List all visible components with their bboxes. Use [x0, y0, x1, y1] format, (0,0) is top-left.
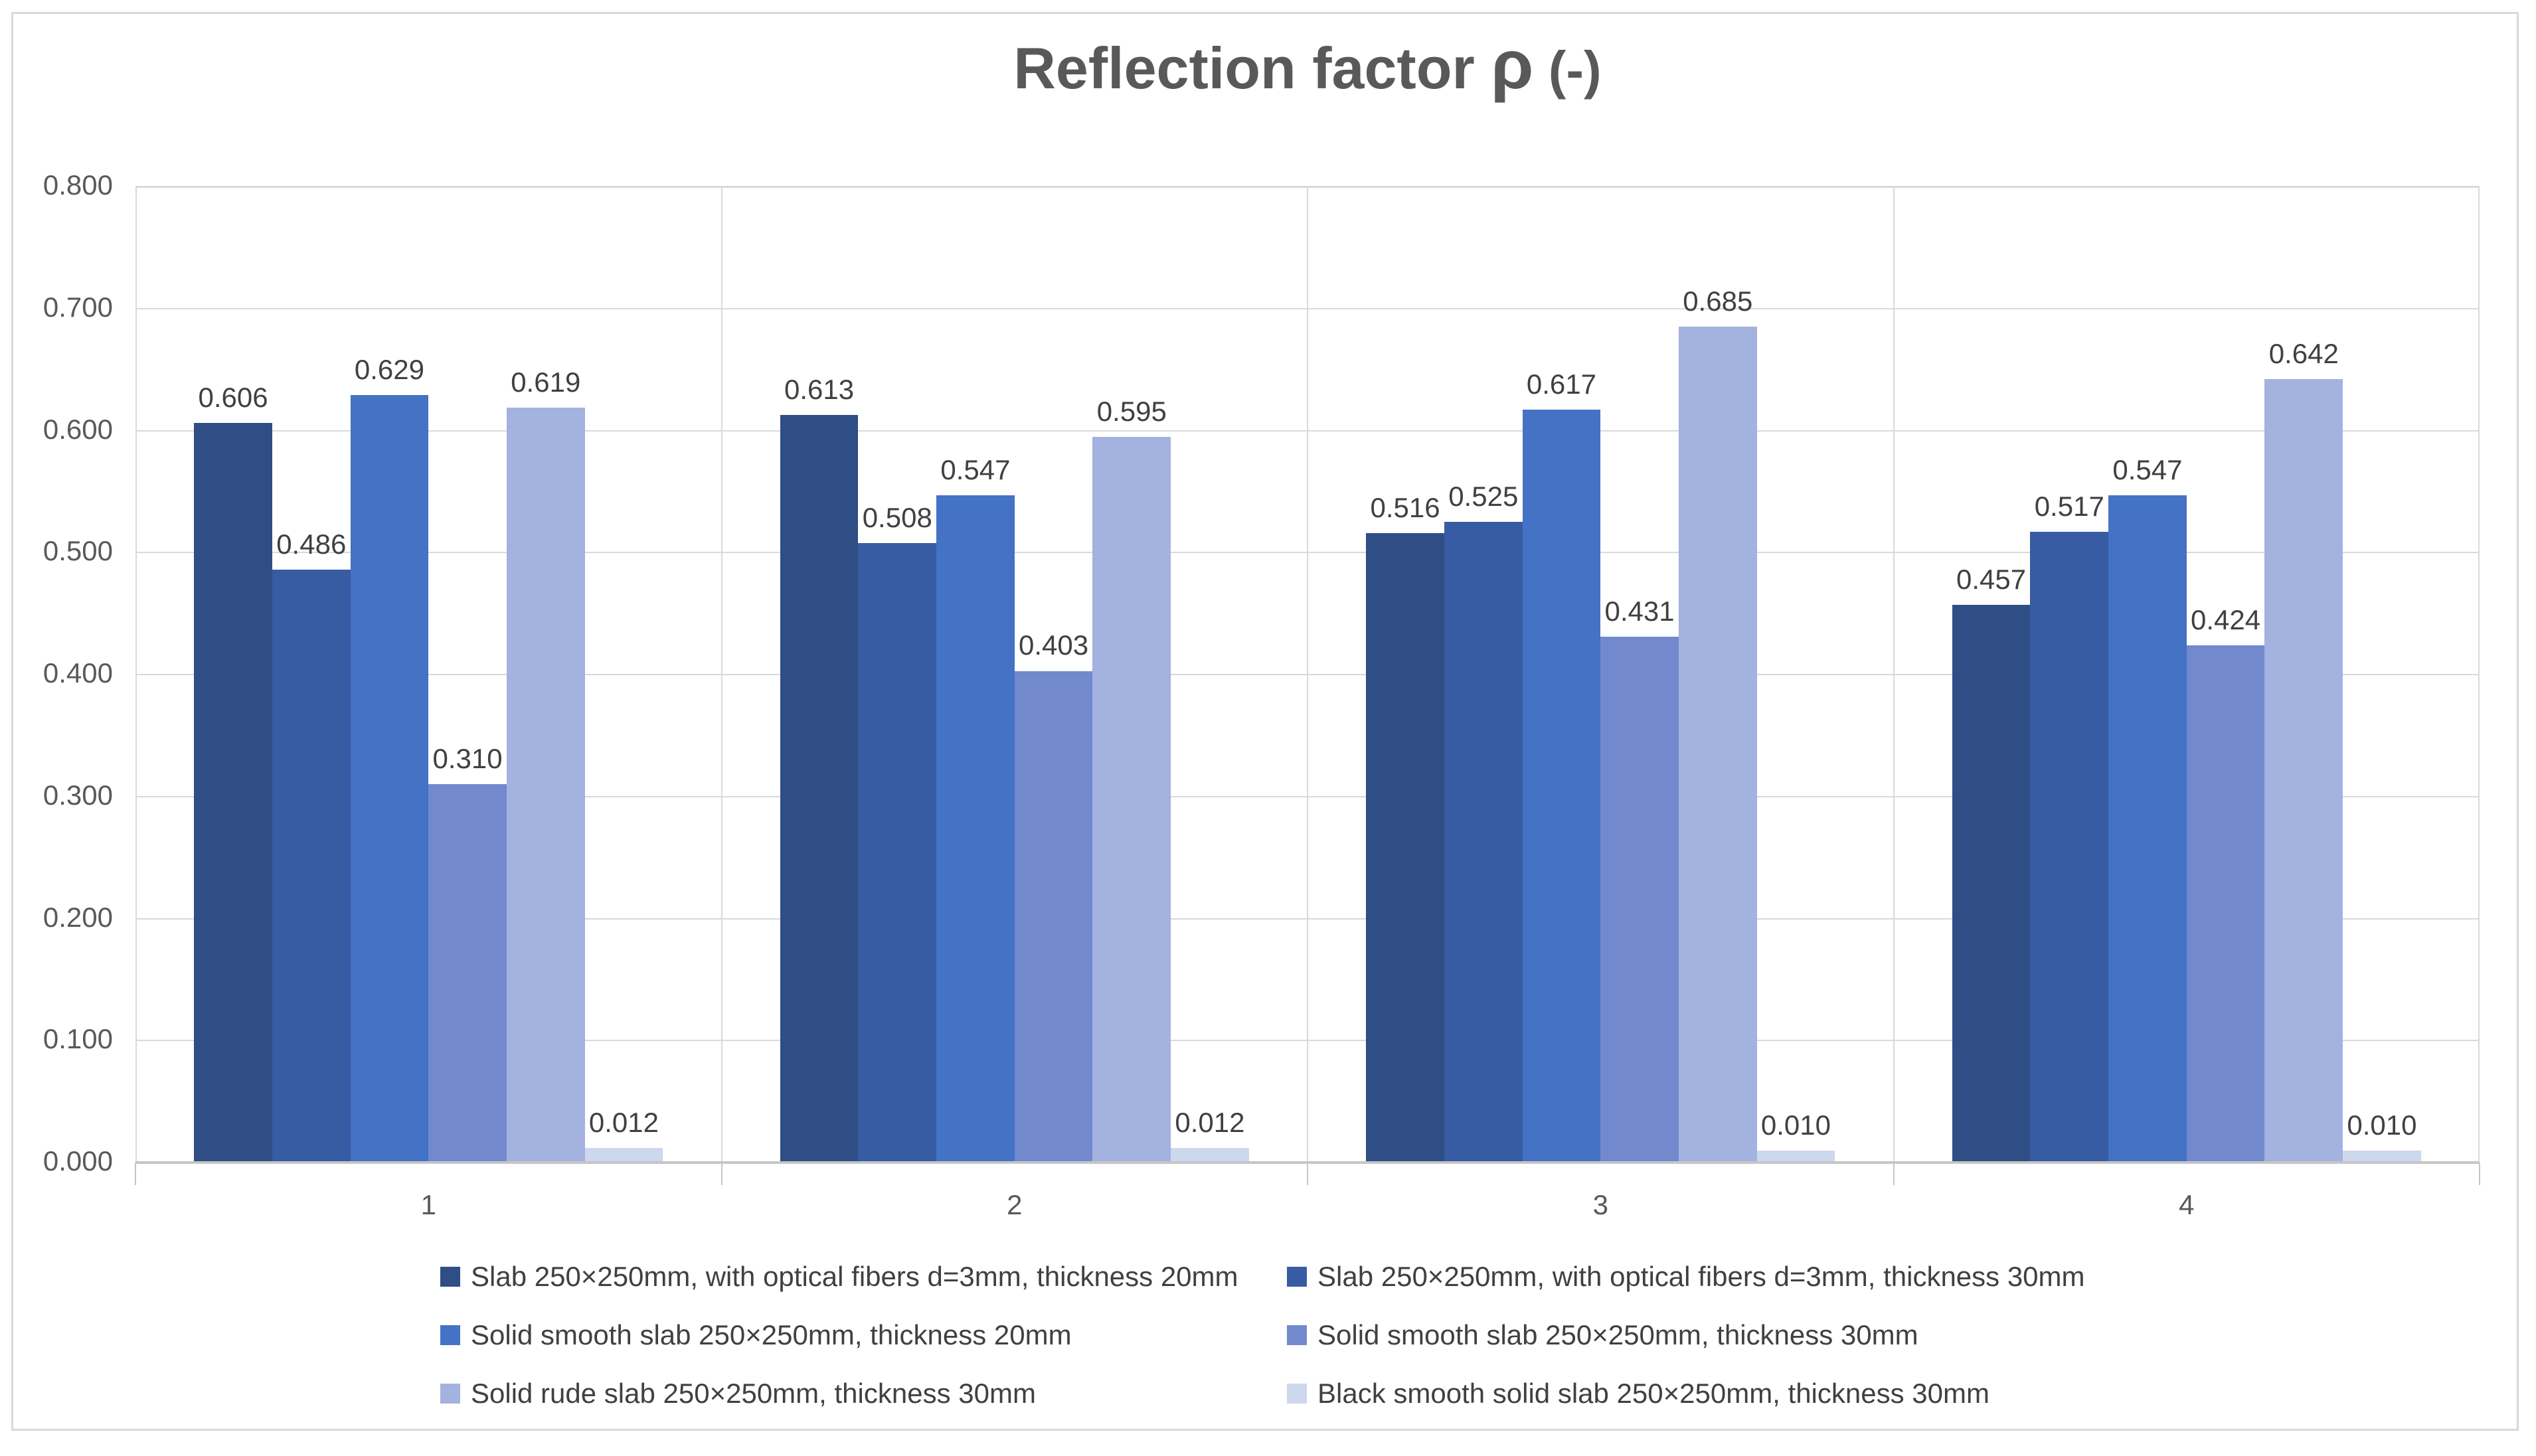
y-axis-label-0.600: 0.600 — [42, 413, 113, 445]
y-axis-label-0.000: 0.000 — [42, 1145, 113, 1176]
chart-title-main: Reflection factor — [1013, 35, 1491, 101]
legend-item-series-4: Solid smooth slab 250×250mm, thickness 3… — [1287, 1319, 1918, 1351]
legend-item-series-5: Solid rude slab 250×250mm, thickness 30m… — [440, 1378, 1036, 1410]
bar-series-2-category-1 — [272, 569, 351, 1163]
bar-value-label: 0.547 — [940, 453, 1011, 485]
bar-value-label: 0.010 — [2347, 1109, 2417, 1141]
gridline-x-boundary-2 — [1307, 187, 1308, 1163]
bar-series-1-category-1 — [194, 423, 272, 1163]
bar-series-1-category-2 — [780, 414, 859, 1163]
bar-series-1-category-4 — [1952, 605, 2031, 1163]
x-axis-label-3: 3 — [1592, 1189, 1608, 1220]
bar-series-4-category-2 — [1014, 671, 1093, 1163]
bar-series-5-category-2 — [1092, 436, 1171, 1163]
bar-value-label: 0.517 — [2034, 491, 2104, 522]
bar-series-6-category-4 — [2343, 1150, 2421, 1163]
legend-label-series-5: Solid rude slab 250×250mm, thickness 30m… — [471, 1378, 1036, 1409]
legend-item-series-6: Black smooth solid slab 250×250mm, thick… — [1287, 1378, 1989, 1410]
y-axis-label-0.800: 0.800 — [42, 169, 113, 201]
chart-title-rho-symbol: ρ — [1491, 27, 1534, 104]
bar-value-label: 0.525 — [1448, 481, 1519, 513]
legend-label-series-1: Slab 250×250mm, with optical fibers d=3m… — [471, 1261, 1238, 1292]
x-axis-tick — [1307, 1163, 1308, 1185]
bar-series-3-category-3 — [1522, 410, 1601, 1163]
bar-value-label: 0.403 — [1019, 629, 1089, 661]
x-axis-tick — [2479, 1163, 2480, 1185]
bar-value-label: 0.595 — [1096, 395, 1167, 427]
bar-value-label: 0.310 — [432, 743, 503, 775]
bar-series-3-category-4 — [2108, 495, 2187, 1163]
chart-title: Reflection factor ρ (-) — [135, 31, 2480, 102]
bar-value-label: 0.508 — [862, 501, 932, 533]
y-axis-label-0.500: 0.500 — [42, 535, 113, 567]
bar-series-6-category-1 — [584, 1147, 663, 1163]
legend-swatch-series-2 — [1287, 1267, 1307, 1287]
legend-item-series-2: Slab 250×250mm, with optical fibers d=3m… — [1287, 1261, 2085, 1293]
bar-series-2-category-3 — [1444, 522, 1523, 1163]
bar-value-label: 0.606 — [198, 382, 268, 414]
bar-series-1-category-3 — [1366, 532, 1444, 1163]
chart-title-unit: (-) — [1533, 40, 1602, 100]
bar-value-label: 0.617 — [1526, 368, 1596, 400]
x-axis-label-2: 2 — [1007, 1189, 1023, 1220]
legend-swatch-series-5 — [440, 1384, 460, 1404]
plot-area: 0.606 0.613 0.516 0.457 0.486 0.508 0.525 0.517… — [135, 186, 2480, 1185]
legend-label-series-4: Solid smooth slab 250×250mm, thickness 3… — [1317, 1319, 1918, 1350]
bar-series-5-category-4 — [2264, 379, 2343, 1163]
bar-series-3-category-1 — [350, 395, 429, 1163]
bar-series-6-category-2 — [1171, 1147, 1249, 1163]
gridline-x-boundary-1 — [720, 187, 722, 1163]
gridline-x-boundary-3 — [1893, 187, 1895, 1163]
legend-item-series-1: Slab 250×250mm, with optical fibers d=3m… — [440, 1261, 1238, 1293]
bar-series-4-category-3 — [1600, 637, 1679, 1163]
bar-series-2-category-2 — [858, 542, 937, 1163]
legend-swatch-series-1 — [440, 1267, 460, 1287]
legend-label-series-6: Black smooth solid slab 250×250mm, thick… — [1317, 1378, 1989, 1409]
x-axis-label-1: 1 — [420, 1189, 436, 1220]
bar-value-label: 0.619 — [511, 366, 581, 398]
bar-value-label: 0.010 — [1760, 1109, 1831, 1141]
bar-series-4-category-4 — [2186, 645, 2265, 1163]
bar-value-label: 0.547 — [2112, 453, 2183, 485]
bar-value-label: 0.685 — [1683, 285, 1753, 317]
bar-series-3-category-2 — [936, 495, 1015, 1163]
y-axis-label-0.700: 0.700 — [42, 291, 113, 323]
bar-value-label: 0.642 — [2268, 338, 2339, 370]
bar-value-label: 0.424 — [2191, 604, 2261, 635]
bar-series-5-category-3 — [1678, 327, 1757, 1163]
bar-value-label: 0.012 — [588, 1106, 659, 1138]
bar-value-label: 0.486 — [276, 528, 347, 560]
legend-swatch-series-3 — [440, 1325, 460, 1345]
bar-series-4-category-1 — [428, 784, 507, 1163]
bar-value-label: 0.012 — [1175, 1106, 1245, 1138]
bar-value-label: 0.516 — [1370, 491, 1440, 523]
bar-value-label: 0.613 — [784, 373, 855, 405]
x-axis-tick — [1893, 1163, 1895, 1185]
legend-label-series-2: Slab 250×250mm, with optical fibers d=3m… — [1317, 1261, 2085, 1292]
y-axis-label-0.400: 0.400 — [42, 657, 113, 688]
legend-label-series-3: Solid smooth slab 250×250mm, thickness 2… — [471, 1319, 1072, 1350]
bar-series-6-category-3 — [1756, 1150, 1835, 1163]
bar-value-label: 0.457 — [1956, 564, 2027, 596]
x-axis-tick — [135, 1163, 136, 1185]
bar-value-label: 0.431 — [1604, 596, 1675, 627]
legend-swatch-series-4 — [1287, 1325, 1307, 1345]
y-axis-label-0.100: 0.100 — [42, 1023, 113, 1055]
bar-series-2-category-4 — [2030, 532, 2109, 1163]
legend-item-series-3: Solid smooth slab 250×250mm, thickness 2… — [440, 1319, 1072, 1351]
y-axis-label-0.300: 0.300 — [42, 779, 113, 811]
x-axis-tick — [720, 1163, 722, 1185]
legend-swatch-series-6 — [1287, 1384, 1307, 1404]
x-axis-label-4: 4 — [2179, 1189, 2195, 1220]
bar-series-5-category-1 — [506, 407, 585, 1163]
bar-value-label: 0.629 — [354, 354, 424, 386]
y-axis-label-0.200: 0.200 — [42, 901, 113, 933]
